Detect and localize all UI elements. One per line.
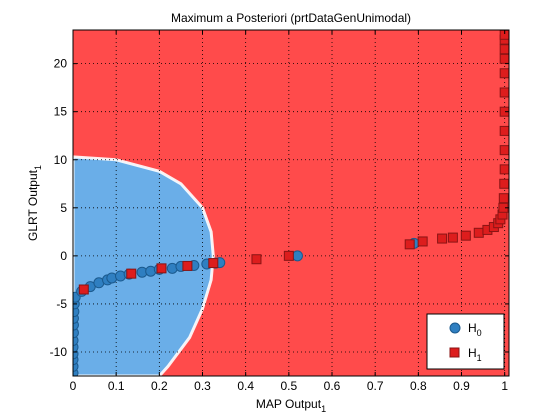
y-tick-label: -5 xyxy=(56,297,67,311)
data-point-h1 xyxy=(208,258,219,269)
x-axis-label-main: MAP Output xyxy=(256,397,322,411)
axis-ticks: 0 0.1 0.2 0.3 0.4 0.5 0.6 0.7 0.8 0.9 1-10-5051015… xyxy=(50,30,509,393)
data-point-h1 xyxy=(499,87,509,98)
series-h1 xyxy=(78,30,509,295)
data-point-h1 xyxy=(156,263,167,274)
x-tick-label: 0.1 xyxy=(108,379,125,393)
x-axis-label-sub: 1 xyxy=(321,404,326,414)
y-tick-label: 10 xyxy=(54,153,68,167)
legend-label-h0: H0 xyxy=(468,321,482,338)
chart-title: Maximum a Posteriori (prtDataGenUnimodal… xyxy=(171,11,411,25)
data-series-layer xyxy=(73,30,509,376)
data-point-h1 xyxy=(499,44,509,55)
data-point-h1 xyxy=(499,145,509,156)
data-point-h1 xyxy=(499,178,509,189)
legend-label-h1: H1 xyxy=(468,346,482,363)
data-point-h1 xyxy=(437,233,448,244)
x-tick-label: 0.6 xyxy=(324,379,341,393)
data-point-h1 xyxy=(498,193,509,204)
y-axis-label-main: GLRT Output xyxy=(26,169,40,241)
legend-label-h0-main: H xyxy=(468,321,477,335)
plot-frame xyxy=(72,29,510,377)
data-point-h1 xyxy=(499,68,509,79)
data-point-h0 xyxy=(291,250,303,262)
data-point-h1 xyxy=(126,268,137,279)
x-tick-label: 0.7 xyxy=(367,379,384,393)
data-point-h1 xyxy=(460,230,471,241)
data-point-h1 xyxy=(283,250,294,261)
data-point-h1 xyxy=(182,260,193,271)
data-point-h1 xyxy=(447,232,458,243)
legend-marker-h0 xyxy=(449,322,461,334)
y-axis-label: GLRT Output1 xyxy=(26,165,43,241)
legend-label-h1-sub: 1 xyxy=(477,353,482,363)
data-point-h1 xyxy=(499,125,509,136)
grid-lines xyxy=(73,30,509,376)
x-tick-label: 0.5 xyxy=(280,379,297,393)
x-tick-label: 0.3 xyxy=(194,379,211,393)
legend: H0 H1 xyxy=(426,313,505,370)
legend-label-h0-sub: 0 xyxy=(477,328,482,338)
y-tick-label: 15 xyxy=(54,105,68,119)
data-point-h1 xyxy=(499,106,509,117)
x-tick-label: 0 xyxy=(70,379,77,393)
x-tick-label: 0.2 xyxy=(151,379,168,393)
x-axis-label: MAP Output1 xyxy=(256,397,326,414)
legend-box xyxy=(426,313,505,370)
y-tick-label: -10 xyxy=(50,345,68,359)
data-point-h1 xyxy=(499,164,509,175)
x-tick-label: 0.4 xyxy=(237,379,254,393)
data-point-h1 xyxy=(78,284,89,295)
data-point-h1 xyxy=(251,254,262,265)
y-axis-label-sub: 1 xyxy=(33,165,43,170)
x-tick-label: 0.9 xyxy=(453,379,470,393)
y-tick-label: 5 xyxy=(60,201,67,215)
data-point-h1 xyxy=(417,236,428,247)
x-tick-label: 1 xyxy=(501,379,508,393)
data-point-h1 xyxy=(473,227,484,238)
legend-marker-h1 xyxy=(449,347,460,358)
x-tick-label: 0.8 xyxy=(410,379,427,393)
data-point-h1 xyxy=(499,53,509,64)
data-point-h1 xyxy=(404,239,415,250)
y-tick-label: 0 xyxy=(60,249,67,263)
y-tick-label: 20 xyxy=(54,57,68,71)
legend-label-h1-main: H xyxy=(468,346,477,360)
